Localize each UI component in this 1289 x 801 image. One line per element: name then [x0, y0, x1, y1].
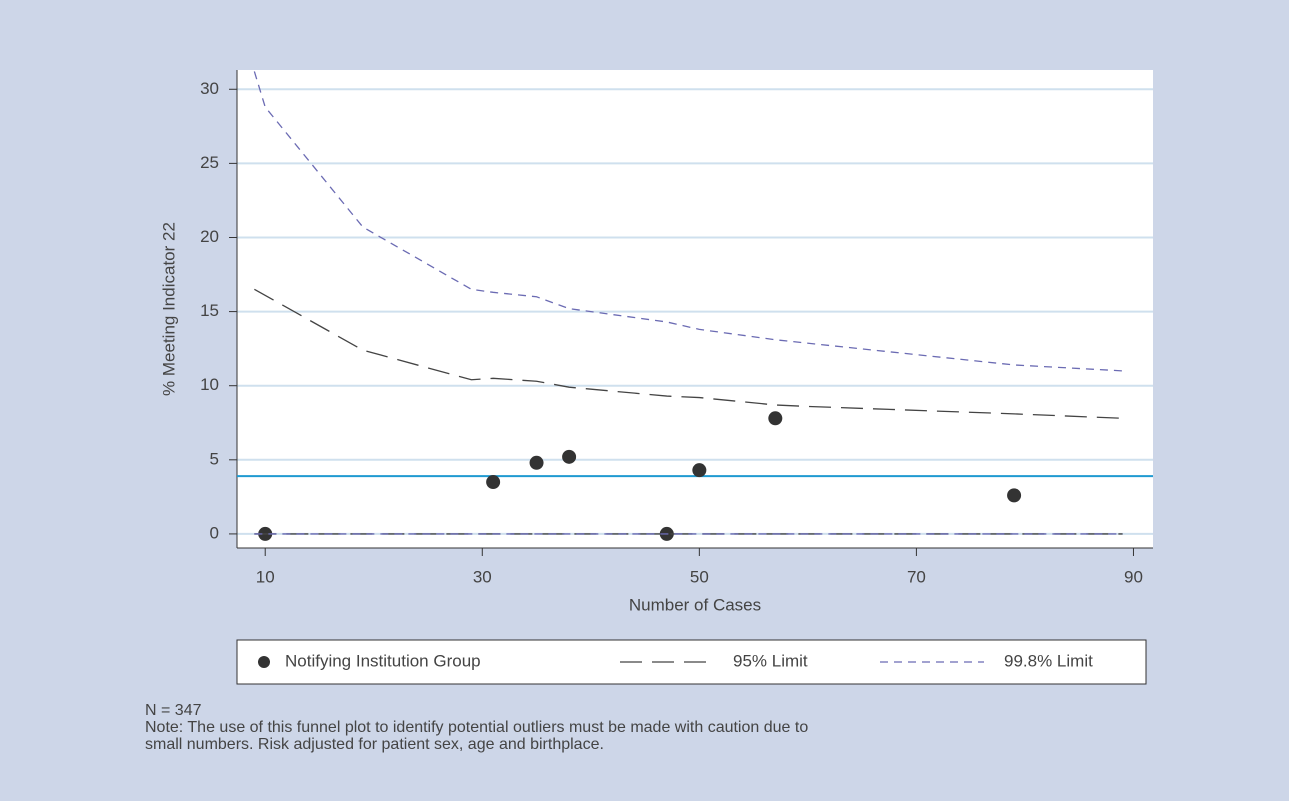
y-axis-label: % Meeting Indicator 22 — [159, 222, 178, 396]
legend-label: 95% Limit — [733, 651, 808, 670]
legend-label: 99.8% Limit — [1004, 651, 1093, 670]
x-tick-label: 70 — [907, 567, 926, 586]
data-point — [1007, 488, 1022, 503]
footnote: small numbers. Risk adjusted for patient… — [145, 736, 604, 753]
data-point — [692, 463, 707, 478]
x-tick-label: 30 — [473, 567, 492, 586]
footnote: Note: The use of this funnel plot to ide… — [145, 719, 808, 736]
y-tick-label: 20 — [200, 227, 219, 246]
legend — [236, 639, 1147, 685]
y-tick-label: 0 — [210, 523, 219, 542]
upper-limit-line — [253, 71, 1123, 372]
y-tick-label: 30 — [200, 79, 219, 98]
x-tick-label: 50 — [690, 567, 709, 586]
upper-limit-line — [254, 288, 1123, 419]
x-tick-label: 90 — [1124, 567, 1143, 586]
y-tick-label: 15 — [200, 301, 219, 320]
legend-marker — [258, 656, 270, 668]
data-point — [562, 449, 577, 464]
data-point — [529, 455, 544, 470]
x-axis-label: Number of Cases — [629, 595, 761, 614]
y-tick-label: 10 — [200, 375, 219, 394]
data-point — [486, 475, 501, 490]
footnote: N = 347 — [145, 702, 202, 719]
y-tick-label: 5 — [210, 449, 219, 468]
legend-label: Notifying Institution Group — [285, 651, 481, 670]
y-tick-label: 25 — [200, 153, 219, 172]
x-tick-label: 10 — [256, 567, 275, 586]
data-point — [768, 411, 783, 426]
